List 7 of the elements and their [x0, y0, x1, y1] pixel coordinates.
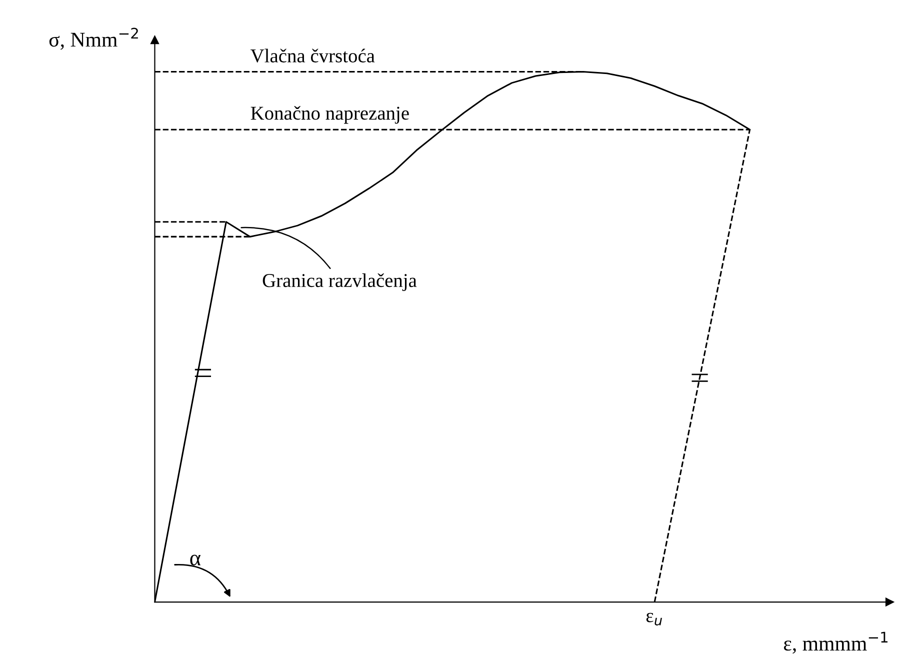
text: ε$_{u}$	[646, 612, 662, 626]
text: Vlačna čvrstoća	[250, 48, 375, 63]
annotation: Granica razvlačenja	[262, 273, 417, 292]
annotation: Konačno naprezanje	[250, 106, 409, 124]
x-axis-title: ε, mmmm$^{−1}$	[784, 632, 888, 654]
y-axis-title: σ, Nmm$^{−2}$	[49, 28, 138, 50]
annotation: α	[190, 554, 200, 566]
